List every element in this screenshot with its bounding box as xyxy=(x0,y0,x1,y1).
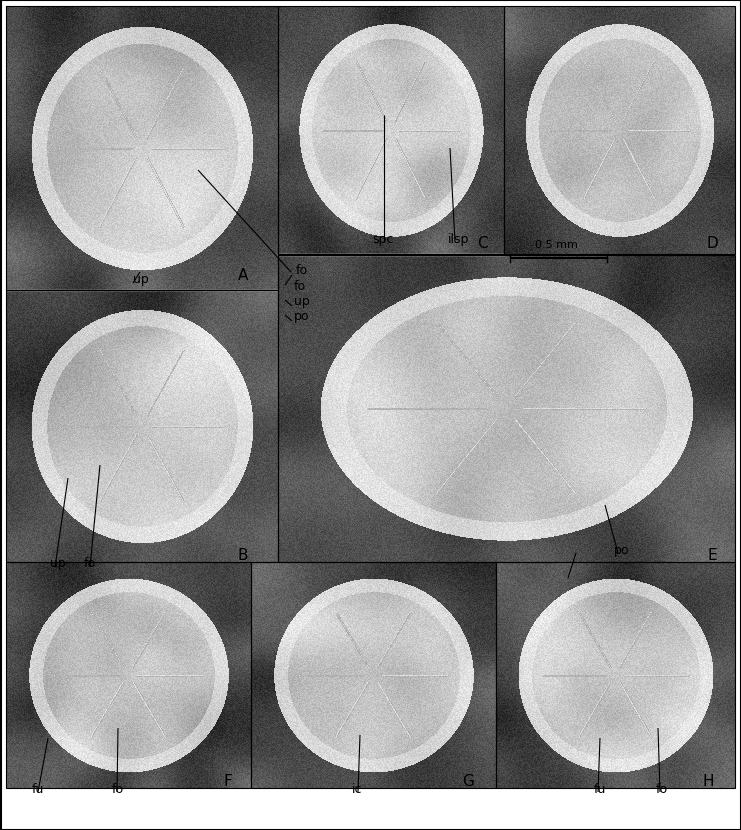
Text: up: up xyxy=(133,273,149,286)
Text: B: B xyxy=(238,548,248,563)
Bar xyxy=(251,562,496,788)
Text: fo: fo xyxy=(656,783,668,796)
Bar xyxy=(496,562,735,788)
Bar xyxy=(6,562,251,788)
Text: F: F xyxy=(223,774,232,789)
Text: ilsp: ilsp xyxy=(448,233,469,246)
Bar xyxy=(278,255,735,562)
Text: up: up xyxy=(294,295,310,308)
Bar xyxy=(504,6,735,254)
Text: D: D xyxy=(706,236,718,251)
Text: fo: fo xyxy=(296,264,308,277)
Text: po: po xyxy=(294,310,310,323)
Text: A: A xyxy=(238,268,248,283)
Text: C: C xyxy=(477,236,488,251)
Bar xyxy=(278,6,504,254)
Text: G: G xyxy=(462,774,474,789)
Bar xyxy=(6,290,278,562)
Text: fo: fo xyxy=(84,557,96,570)
Text: ic: ic xyxy=(352,783,362,796)
Text: fu: fu xyxy=(594,783,606,796)
Text: up: up xyxy=(50,557,66,570)
Text: spc: spc xyxy=(372,233,393,246)
Text: fo: fo xyxy=(294,280,306,293)
Text: E: E xyxy=(708,548,717,563)
Text: fo: fo xyxy=(112,783,124,796)
Text: H: H xyxy=(702,774,714,789)
Bar xyxy=(6,6,278,290)
Text: fu: fu xyxy=(32,783,44,796)
Text: po: po xyxy=(614,544,630,557)
Text: 0.5 mm: 0.5 mm xyxy=(535,240,578,250)
